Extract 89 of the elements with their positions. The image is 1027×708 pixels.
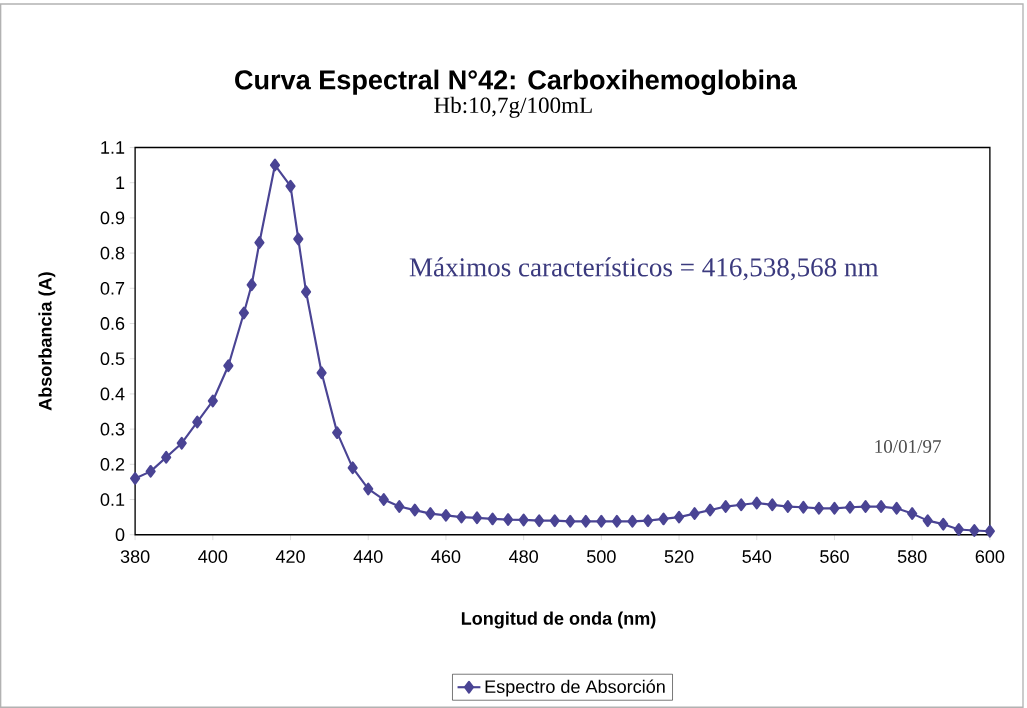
point (487, 512, 498, 526)
point (580, 514, 591, 528)
point (425, 507, 436, 521)
y-tick-label: 0.1 (100, 493, 125, 506)
chart-title: Curva Espectral N°42: Carboxihemoglobina (235, 69, 797, 95)
point (673, 510, 685, 524)
annotation: Máximos característicos = 416,538,568 nm (409, 257, 879, 281)
point (984, 524, 995, 538)
x-tick-label: 440 (353, 550, 383, 563)
y-tick-label: 0.3 (100, 422, 125, 436)
point (689, 507, 700, 521)
point (130, 472, 141, 485)
y-tick-label: 1 (116, 176, 125, 189)
point (876, 500, 887, 513)
y-tick-label: 1.1 (101, 141, 125, 154)
point (751, 496, 762, 510)
point (223, 359, 234, 373)
y-tick-label: 0.2 (100, 457, 125, 471)
point (798, 500, 809, 514)
point (596, 514, 607, 528)
point (658, 512, 669, 526)
point (254, 236, 265, 249)
point (518, 513, 529, 527)
point (736, 498, 747, 512)
point (938, 517, 949, 531)
point (207, 394, 218, 408)
point (238, 306, 249, 320)
point (293, 232, 304, 246)
point (145, 464, 156, 478)
x-axis-title: Longitud de onda (nm) (461, 611, 656, 629)
y-tick-label: 0.8 (100, 246, 125, 260)
point (161, 450, 172, 464)
point (269, 158, 281, 172)
point (891, 501, 902, 515)
point (378, 493, 389, 506)
point (813, 501, 825, 515)
point (440, 508, 452, 522)
point (705, 503, 716, 517)
point (642, 514, 654, 528)
point (409, 503, 420, 517)
y-tick-label: 0.4 (100, 387, 125, 401)
point (611, 514, 622, 528)
point (860, 500, 871, 513)
point (953, 523, 964, 536)
x-tick-label: 380 (120, 550, 150, 563)
x-tick-label: 540 (742, 550, 772, 563)
point (471, 511, 483, 525)
y-tick-label: 0.5 (100, 352, 125, 366)
point (907, 507, 918, 521)
y-axis-title: Absorbancia (A) (38, 272, 56, 411)
chart-subtitle: Hb:10,7g/100mL (434, 96, 592, 118)
x-tick-label: 400 (198, 550, 228, 563)
point (767, 498, 778, 512)
point (969, 524, 980, 537)
point (394, 500, 405, 513)
x-tick-label: 500 (587, 550, 616, 563)
point (332, 426, 343, 440)
point (192, 415, 203, 429)
x-tick-label: 580 (897, 550, 927, 563)
point (316, 366, 327, 380)
x-tick-label: 520 (664, 550, 694, 563)
point (456, 510, 467, 524)
x-tick-label: 480 (509, 550, 538, 563)
point (844, 500, 856, 514)
point (503, 513, 514, 527)
y-tick-label: 0.6 (100, 317, 125, 330)
point (176, 436, 187, 450)
point (246, 278, 257, 292)
point (285, 179, 296, 193)
point (829, 501, 840, 515)
y-tick-label: 0.7 (100, 281, 125, 295)
point (782, 500, 793, 513)
x-tick-label: 460 (431, 550, 461, 563)
point (549, 514, 560, 528)
y-tick-label: 0 (115, 528, 125, 542)
point (565, 514, 576, 528)
point (534, 514, 545, 528)
point (922, 514, 933, 528)
point (627, 514, 638, 528)
point (720, 500, 731, 513)
point (300, 285, 312, 299)
point (363, 482, 374, 496)
x-tick-label: 600 (975, 550, 1005, 563)
annotation: 10/01/97 (875, 440, 941, 453)
x-tick-label: 560 (820, 550, 849, 563)
point (347, 461, 358, 475)
legend-label: Espectro de Absorción (485, 679, 665, 697)
x-tick-label: 420 (275, 550, 305, 563)
y-tick-label: 0.9 (100, 211, 125, 225)
